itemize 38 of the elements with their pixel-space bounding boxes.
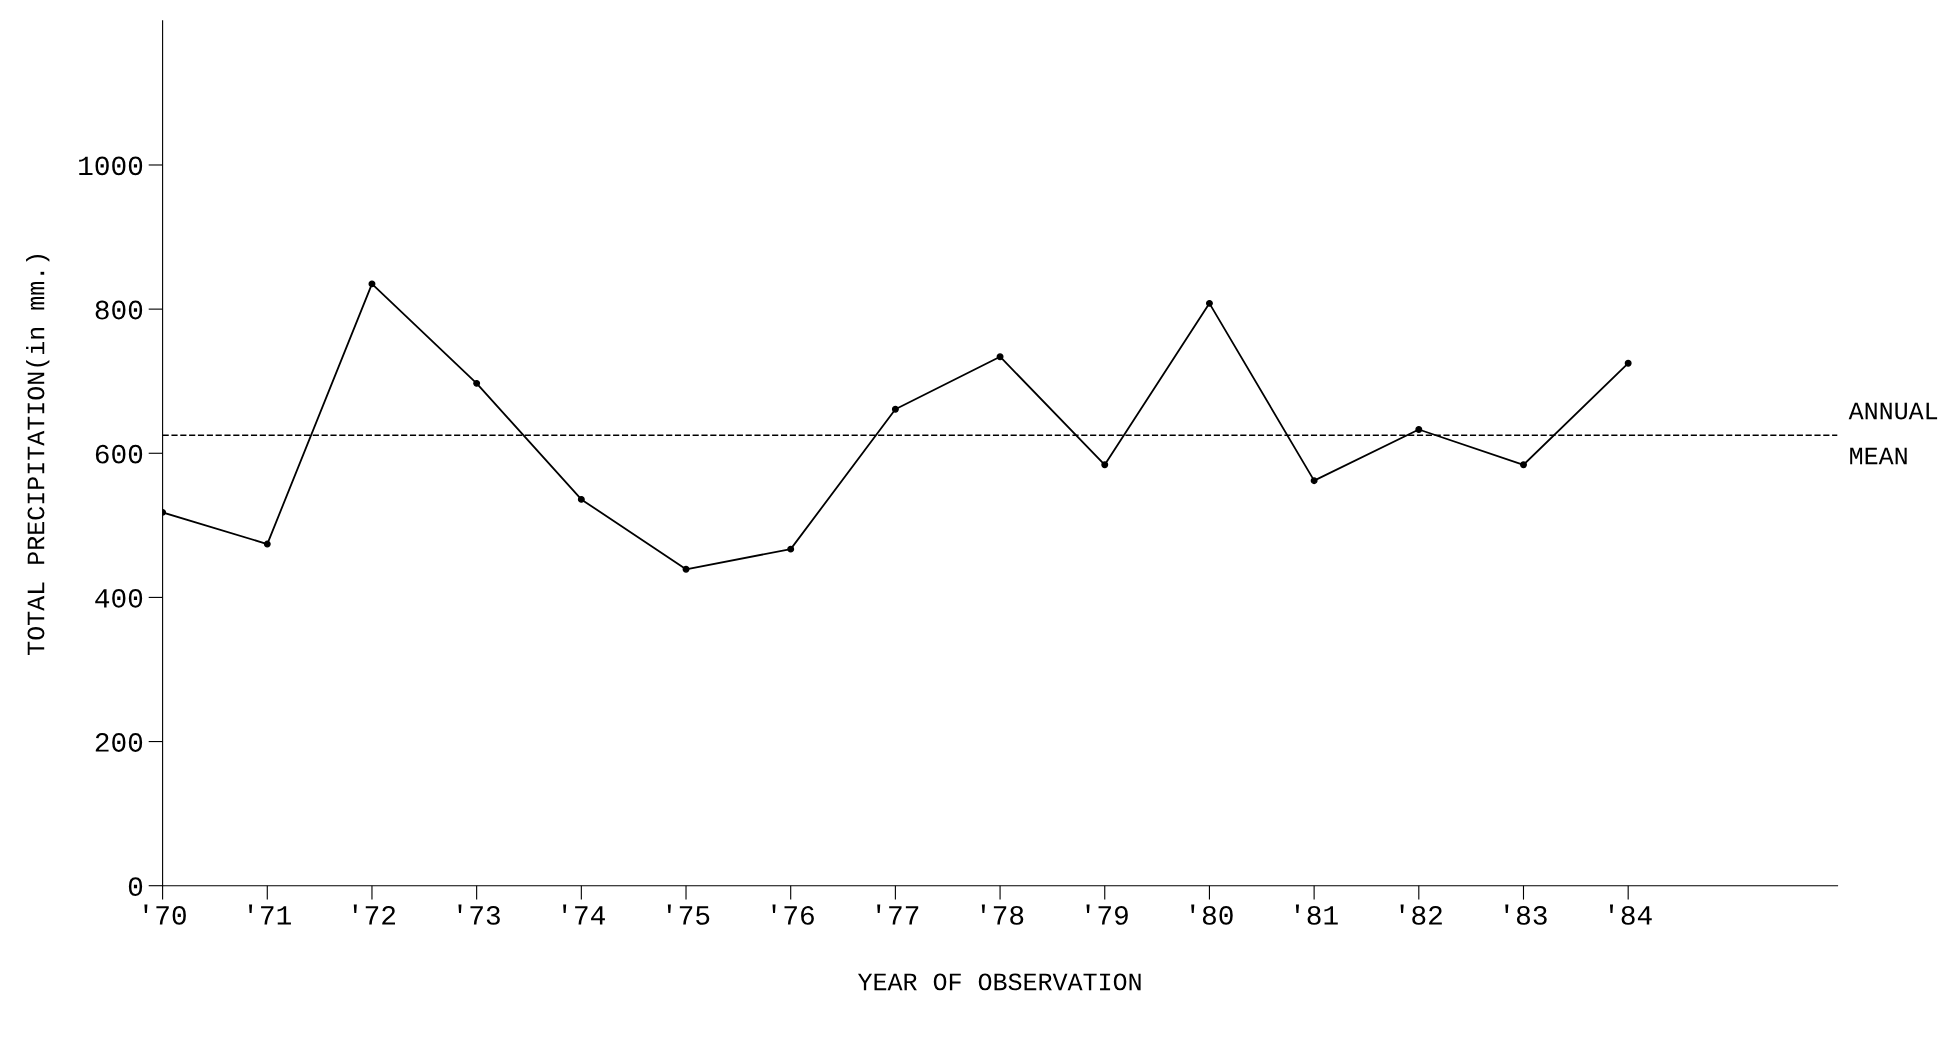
point [1624,359,1632,367]
x-tick-label: '76 [772,904,814,925]
y-tick-label: 800 [95,300,143,320]
point [996,353,1004,361]
point [1101,461,1109,469]
ref-line-label: ANNUAL MEAN [1848,402,1938,465]
x-axis-title: YEAR OF OBSERVATION [857,973,1141,991]
y-tick-label: 200 [95,733,143,752]
point [1415,426,1423,433]
y-tick-label: 0 [128,877,143,897]
x-tick-label: '74 [563,904,605,925]
x-tick-label: '80 [1191,904,1233,925]
x-tick-label: '73 [458,904,500,925]
point [577,495,585,503]
x-tick-label: '83 [1505,904,1547,925]
x-tick-label: '84 [1609,904,1652,925]
y-tick-label: 400 [95,588,143,608]
point [473,379,481,387]
x-tick-label: '75 [667,904,710,925]
point [891,405,899,413]
x-tick-label: '70 [144,904,186,925]
point [682,565,690,573]
point [1205,299,1213,307]
y-tick-label: 600 [95,444,143,464]
x-tick-label: '79 [1086,904,1128,925]
x-tick-label: '72 [353,904,395,925]
x-tick-label: '78 [981,904,1024,925]
point [263,540,271,548]
x-tick-label: '77 [877,904,919,925]
point [1520,461,1527,469]
x-tick-label: '81 [1295,904,1338,925]
x-tick-label: '82 [1400,904,1442,925]
point [787,545,795,553]
y-axis-title: TOTAL PRECIPITATION(in mm.) [26,254,50,655]
point [1310,477,1318,485]
x-tick-label: '71 [249,904,291,925]
y-tick-label: 1000 [79,156,143,176]
point [368,280,376,288]
